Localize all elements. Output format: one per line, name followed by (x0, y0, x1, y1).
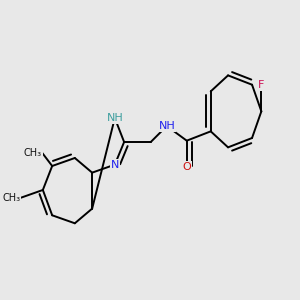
Text: F: F (258, 80, 265, 90)
Text: NH: NH (106, 113, 123, 123)
Text: CH₃: CH₃ (24, 148, 42, 158)
Text: O: O (182, 162, 191, 172)
Text: CH₃: CH₃ (2, 193, 20, 203)
Text: N: N (111, 160, 119, 170)
Text: NH: NH (158, 121, 175, 131)
